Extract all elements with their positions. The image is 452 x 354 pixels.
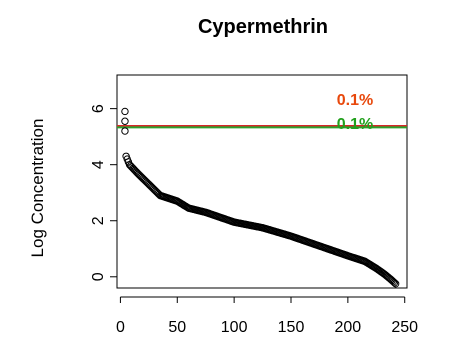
y-tick-label: 4 — [90, 160, 107, 169]
outlier-point — [121, 117, 129, 125]
data-point — [391, 280, 400, 288]
outlier-point — [121, 127, 129, 135]
data-points — [121, 107, 400, 288]
x-tick-label: 250 — [391, 319, 418, 336]
x-tick-label: 50 — [168, 319, 186, 336]
y-tick-label: 0 — [90, 272, 107, 281]
x-tick-label: 150 — [278, 319, 305, 336]
threshold-label-0: 0.1% — [337, 92, 373, 109]
y-axis-label: Log Concentration — [28, 119, 47, 258]
data-point — [389, 277, 398, 286]
threshold-label-1: 0.1% — [337, 116, 373, 133]
threshold-lines — [117, 125, 407, 129]
x-tick-label: 100 — [221, 319, 248, 336]
y-tick-label: 2 — [90, 216, 107, 225]
data-point — [390, 279, 399, 287]
x-axis: 0 50 100 150 200 250 — [116, 296, 418, 336]
y-axis: 0 2 4 6 — [90, 104, 117, 281]
x-tick-label: 0 — [116, 319, 125, 336]
plot-frame — [116, 74, 408, 289]
x-tick-label: 200 — [335, 319, 362, 336]
threshold-annotations: 0.1% 0.1% — [337, 92, 373, 133]
outlier-point — [121, 107, 129, 116]
chart-title: Cypermethrin — [198, 16, 328, 38]
y-tick-label: 6 — [90, 104, 107, 113]
